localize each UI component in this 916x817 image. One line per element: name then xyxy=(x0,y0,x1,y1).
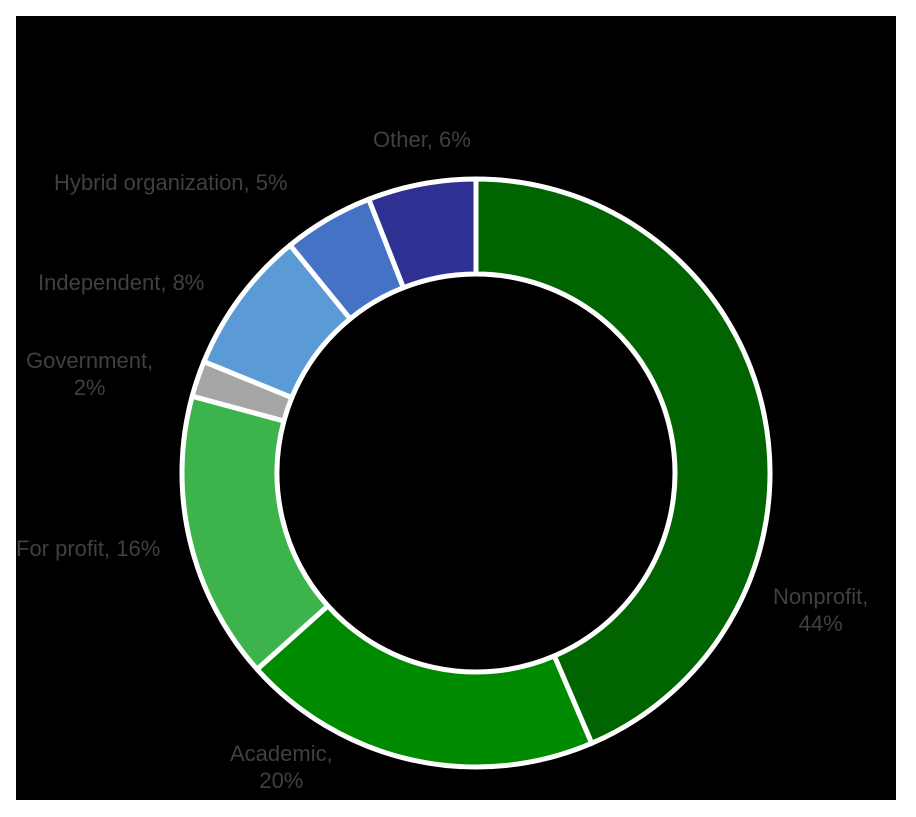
label-government: Government, 2% xyxy=(26,348,154,400)
label-nonprofit: Nonprofit, 44% xyxy=(773,584,869,636)
donut-chart xyxy=(179,176,773,770)
chart-plot-area: Nonprofit, 44% Academic, 20% For profit,… xyxy=(16,16,896,800)
slice-for-profit xyxy=(179,393,331,672)
label-hybrid-organization: Hybrid organization, 5% xyxy=(54,170,288,195)
label-academic: Academic, 20% xyxy=(230,741,333,793)
label-for-profit: For profit, 16% xyxy=(16,536,161,561)
slice-other xyxy=(366,176,479,291)
label-independent: Independent, 8% xyxy=(38,270,205,295)
label-other: Other, 6% xyxy=(373,127,471,152)
slice-nonprofit xyxy=(473,176,773,746)
